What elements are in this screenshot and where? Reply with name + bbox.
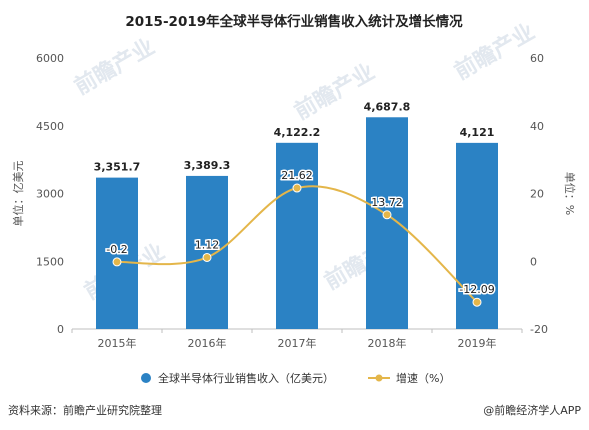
legend-line-label: 增速（%） xyxy=(396,371,450,385)
line-data-label: 21.62 xyxy=(281,169,313,182)
line-point xyxy=(112,257,122,267)
x-axis-tick-label: 2019年 xyxy=(458,336,497,350)
line-series xyxy=(112,183,482,307)
legend-bar-swatch xyxy=(141,373,151,383)
left-axis-tick-label: 1500 xyxy=(36,255,64,268)
bar-data-label: 3,351.7 xyxy=(94,161,141,174)
right-axis-tick-label: 60 xyxy=(530,52,544,65)
right-axis-tick-label: 0 xyxy=(530,255,537,268)
chart-title: 2015-2019年全球半导体行业销售收入统计及增长情况 xyxy=(125,13,463,30)
right-axis-tick-label: -20 xyxy=(530,323,548,336)
bar-data-label: 4,122.2 xyxy=(274,126,321,139)
line-data-labels: -0.2 1.12 21.62 13.72 -12.09 xyxy=(105,168,496,298)
right-axis-title: 单位：% xyxy=(563,172,577,215)
line-data-label: 1.12 xyxy=(195,238,220,251)
axes: 0 1500 3000 4500 6000 -20 0 20 40 60 2015年 2016年 201… xyxy=(36,52,548,350)
line-point xyxy=(382,210,392,220)
left-axis-tick-label: 4500 xyxy=(36,120,64,133)
line-data-label: 13.72 xyxy=(371,196,403,209)
bar xyxy=(186,175,228,329)
x-axis-tick-label: 2016年 xyxy=(188,336,227,350)
bar-series xyxy=(96,117,498,329)
source-note: 资料来源：前瞻产业研究院整理 xyxy=(8,403,162,417)
bar-data-label: 4,121 xyxy=(460,126,495,139)
line-point xyxy=(292,183,302,193)
watermark-text: 前瞻产业 xyxy=(290,59,379,126)
right-axis-tick-label: 40 xyxy=(530,120,544,133)
right-axis-tick-label: 20 xyxy=(530,188,544,201)
legend: 全球半导体行业销售收入（亿美元） 增速（%） xyxy=(141,371,450,385)
watermark-text: 前瞻产业 xyxy=(450,19,539,86)
watermark-text: 前瞻产业 xyxy=(70,34,159,101)
bar-data-label: 3,389.3 xyxy=(184,159,231,172)
bar-data-labels: 3,351.7 3,389.3 4,122.2 4,687.8 4,121 xyxy=(94,100,495,173)
bar xyxy=(276,142,318,329)
x-axis-tick-label: 2018年 xyxy=(368,336,407,350)
line-point xyxy=(202,252,212,262)
left-axis-tick-label: 0 xyxy=(57,323,64,336)
bar-data-label: 4,687.8 xyxy=(364,100,411,113)
left-axis-tick-label: 3000 xyxy=(36,188,64,201)
left-axis-title: 单位：亿美元 xyxy=(11,161,25,227)
line-data-label: -0.2 xyxy=(106,243,127,256)
left-axis-tick-label: 6000 xyxy=(36,52,64,65)
line-point xyxy=(472,297,482,307)
x-axis-tick-label: 2015年 xyxy=(98,336,137,350)
legend-line-dot xyxy=(375,374,383,382)
x-axis-tick-label: 2017年 xyxy=(278,336,317,350)
line-data-label: -12.09 xyxy=(459,283,494,296)
bar xyxy=(366,117,408,329)
legend-bar-label: 全球半导体行业销售收入（亿美元） xyxy=(158,371,334,385)
bar xyxy=(96,177,138,329)
brand-note: @前瞻经济学人APP xyxy=(483,403,581,417)
